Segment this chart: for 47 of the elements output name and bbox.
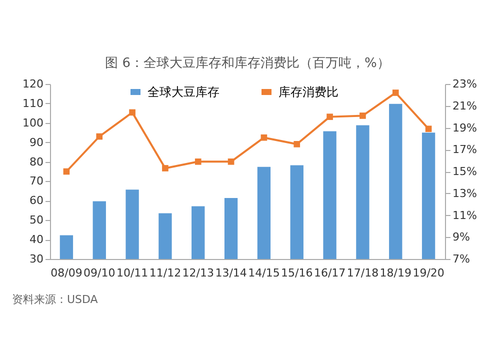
point: [425, 126, 432, 132]
point: [194, 158, 202, 165]
point: [294, 140, 300, 148]
x-tick-label: 08/09: [50, 266, 82, 280]
point: [260, 134, 268, 141]
x-tick-label: 10/11: [116, 266, 148, 280]
y-tick-label: 120: [22, 78, 44, 90]
x-tick-label: 13/14: [215, 266, 247, 280]
x-tick-label: 15/16: [281, 266, 313, 280]
y-tick-label: 110: [22, 96, 44, 110]
legend-label: 库存消费比: [278, 85, 338, 99]
y-tick-label: 50: [30, 214, 44, 227]
y2-tick-label: 19%: [452, 121, 477, 134]
point: [392, 90, 399, 96]
y-tick-label: 60: [30, 194, 44, 208]
y2-tick-label: 15%: [452, 165, 477, 178]
point: [228, 158, 234, 165]
y2-tick-label: 11%: [452, 208, 477, 222]
y-tick-label: 40: [30, 233, 44, 246]
x-tick-label: 12/13: [182, 266, 214, 280]
x-tick-label: 17/18: [346, 266, 379, 280]
x-tick-label: 09/10: [84, 266, 116, 280]
y2-tick-label: 23%: [452, 78, 477, 90]
legend-label: 全球大豆库存: [148, 85, 220, 99]
chart-title: 图 6：全球大豆库存和库存消费比（百万吨，%）: [105, 56, 390, 71]
y2-tick-label: 21%: [452, 99, 477, 112]
y2-tick-label: 7%: [452, 252, 470, 266]
y2-tick-label: 13%: [452, 186, 477, 200]
y-tick-label: 70: [30, 174, 44, 188]
x-tick-label: 16/17: [314, 266, 346, 280]
point: [162, 165, 168, 172]
point: [360, 112, 366, 119]
point: [96, 133, 103, 140]
x-tick-label: 11/12: [149, 266, 182, 280]
y-tick-label: 30: [30, 252, 44, 266]
point: [326, 114, 333, 120]
y2-tick-label: 17%: [452, 143, 477, 156]
y-tick-label: 80: [30, 155, 44, 168]
point: [63, 168, 70, 175]
y-tick-label: 90: [30, 136, 44, 149]
text: 资料来源：USDA: [12, 292, 98, 307]
x-tick-label: 19/20: [412, 266, 444, 280]
x-tick-label: 18/19: [380, 266, 412, 280]
x-tick-label: 14/15: [248, 266, 280, 280]
point: [129, 109, 136, 116]
y-tick-label: 100: [22, 116, 44, 130]
y2-tick-label: 9%: [452, 230, 470, 244]
